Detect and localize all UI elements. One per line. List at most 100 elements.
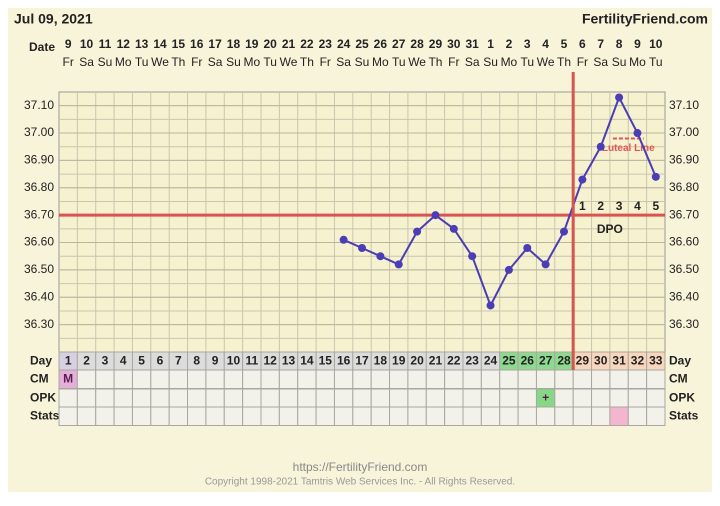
y-tick-label-right: 37.00 <box>669 125 699 139</box>
stats-cell <box>407 406 427 426</box>
weekday-label: We <box>280 55 298 69</box>
stats-cell <box>187 406 207 426</box>
temp-point <box>486 301 495 310</box>
cycle-day: 13 <box>282 353 296 367</box>
y-tick-label-right: 36.50 <box>669 262 699 276</box>
cycle-day: 18 <box>374 353 388 367</box>
temp-point <box>394 260 403 269</box>
weekday-label: Th <box>428 55 442 69</box>
weekday-label: Su <box>483 55 498 69</box>
x-tick-label: 1 <box>487 37 494 51</box>
weekday-label: Tu <box>649 55 663 69</box>
stats-cell <box>150 406 170 426</box>
cycle-day: 19 <box>392 353 406 367</box>
stats-cell <box>168 406 189 426</box>
opk-cell <box>462 388 482 408</box>
cm-cell <box>131 369 152 389</box>
temp-point <box>633 129 642 138</box>
y-tick-label-right: 36.80 <box>669 180 699 194</box>
opk-cell <box>333 388 354 408</box>
weekday-label: Mo <box>629 55 646 69</box>
cycle-day: 24 <box>484 353 498 367</box>
dpo-number: 5 <box>652 199 659 213</box>
cm-cell <box>609 369 629 389</box>
dpo-number: 1 <box>579 199 586 213</box>
weekday-label: Th <box>557 55 571 69</box>
opk-cell <box>315 388 335 408</box>
opk-cell <box>499 388 519 408</box>
cycle-day: 31 <box>612 353 626 367</box>
weekday-label: We <box>408 55 426 69</box>
x-tick-label: 11 <box>99 37 112 51</box>
x-tick-label: 29 <box>429 37 443 51</box>
row-label-right: Day <box>669 353 691 367</box>
opk-cell <box>297 388 317 408</box>
cm-value: M <box>63 371 73 385</box>
x-tick-label: 13 <box>135 37 149 51</box>
y-tick-label: 36.70 <box>24 207 54 221</box>
stats-cell <box>113 406 133 426</box>
opk-cell <box>187 388 207 408</box>
cm-cell <box>76 369 97 389</box>
opk-cell <box>95 388 115 408</box>
cm-cell <box>168 369 189 389</box>
weekday-label: Fr <box>191 55 202 69</box>
weekday-label: Sa <box>593 55 608 69</box>
temp-point <box>431 211 440 220</box>
temp-point <box>651 172 660 181</box>
x-tick-label: 30 <box>447 37 461 51</box>
cycle-day: 15 <box>319 353 333 367</box>
y-tick-label: 36.50 <box>24 262 54 276</box>
temp-point <box>339 235 348 244</box>
x-tick-label: 28 <box>410 37 424 51</box>
stats-cell <box>425 406 446 426</box>
weekday-label: Mo <box>243 55 260 69</box>
stats-cell <box>591 406 611 426</box>
cm-cell <box>187 369 207 389</box>
cycle-day: 25 <box>502 353 516 367</box>
stats-cell <box>499 406 519 426</box>
dpo-number: 2 <box>597 199 604 213</box>
x-tick-label: 14 <box>153 37 167 51</box>
cycle-day: 14 <box>300 353 314 367</box>
x-tick-label: 10 <box>80 37 94 51</box>
cm-cell <box>591 369 611 389</box>
weekday-label: Th <box>171 55 185 69</box>
stats-cell <box>95 406 115 426</box>
cycle-day: 10 <box>227 353 241 367</box>
opk-cell <box>113 388 133 408</box>
temp-point <box>468 252 477 261</box>
weekday-label: Fr <box>63 55 74 69</box>
cm-cell <box>223 369 244 389</box>
cm-cell <box>517 369 537 389</box>
opk-cell <box>150 388 170 408</box>
cycle-day: 32 <box>631 353 645 367</box>
x-tick-label: 7 <box>597 37 604 51</box>
stats-cell <box>554 406 574 426</box>
opk-cell <box>242 388 262 408</box>
row-label-right: Stats <box>669 408 699 422</box>
cm-cell <box>499 369 519 389</box>
x-tick-label: 9 <box>634 37 641 51</box>
stats-cell <box>389 406 409 426</box>
cycle-day: 27 <box>539 353 553 367</box>
cycle-day: 21 <box>429 353 443 367</box>
cycle-day: 22 <box>447 353 461 367</box>
weekday-label: Sa <box>79 55 94 69</box>
stats-cell <box>480 406 501 426</box>
weekday-label: Tu <box>135 55 149 69</box>
cycle-day: 9 <box>212 353 219 367</box>
y-tick-label-right: 36.90 <box>669 153 699 167</box>
cycle-day: 30 <box>594 353 608 367</box>
cycle-day: 5 <box>138 353 145 367</box>
temp-point <box>541 260 550 269</box>
y-tick-label-right: 36.40 <box>669 289 699 303</box>
cm-cell <box>389 369 409 389</box>
x-tick-label: 27 <box>392 37 406 51</box>
opk-cell <box>425 388 446 408</box>
temp-point <box>376 252 385 261</box>
temp-point <box>449 224 458 233</box>
row-label: Day <box>30 353 52 367</box>
x-tick-label: 3 <box>524 37 531 51</box>
cm-cell <box>205 369 225 389</box>
